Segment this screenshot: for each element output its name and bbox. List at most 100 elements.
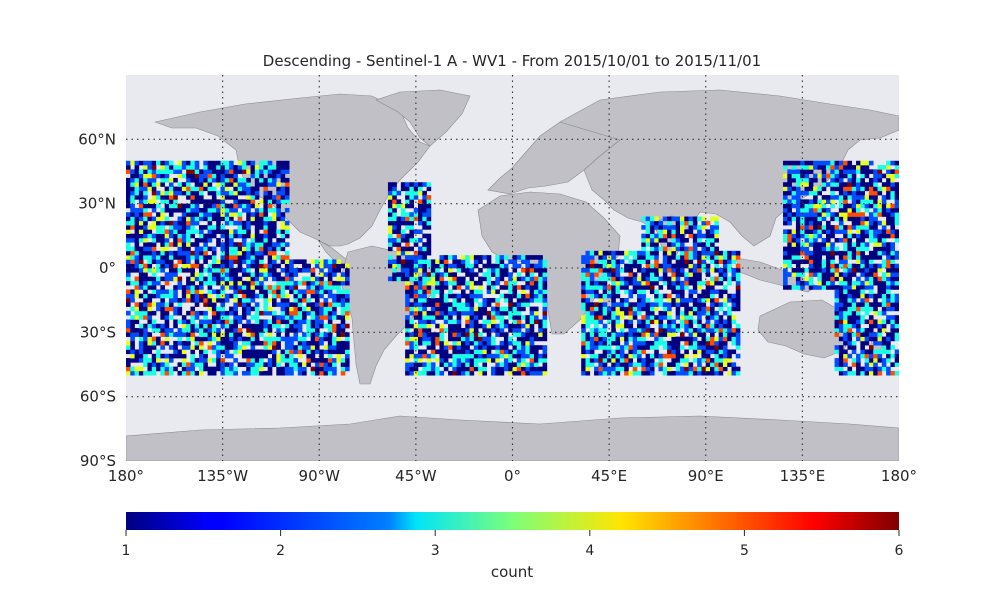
heatmap-cell: [533, 289, 539, 295]
heatmap-cell: [521, 336, 526, 342]
heatmap-cell: [830, 285, 835, 290]
heatmap-cell: [697, 366, 702, 372]
heatmap-cell: [538, 293, 543, 299]
heatmap-cell: [478, 323, 483, 329]
heatmap-cell: [731, 328, 737, 333]
heatmap-cell: [387, 182, 393, 187]
heatmap-cell: [619, 336, 625, 342]
heatmap-cell: [521, 323, 526, 329]
heatmap-cell: [289, 328, 294, 333]
heatmap-cell: [413, 298, 419, 303]
heatmap-cell: [697, 319, 702, 325]
heatmap-cell: [495, 349, 500, 355]
heatmap-cell: [156, 280, 161, 286]
heatmap-cell: [834, 332, 840, 337]
heatmap-cell: [679, 280, 685, 286]
heatmap-cell: [718, 289, 724, 295]
heatmap-cell: [851, 169, 857, 174]
heatmap-cell: [847, 332, 853, 337]
heatmap-cell: [821, 186, 827, 192]
heatmap-cell: [465, 332, 470, 337]
heatmap-cell: [877, 349, 883, 355]
heatmap-cell: [542, 315, 548, 320]
heatmap-cell: [868, 182, 874, 187]
heatmap-cell: [791, 165, 797, 170]
heatmap-cell: [735, 250, 741, 256]
heatmap-cell: [387, 237, 393, 243]
heatmap-cell: [881, 242, 887, 247]
heatmap-cell: [503, 366, 509, 372]
heatmap-cell: [246, 358, 251, 363]
heatmap-cell: [890, 190, 895, 196]
heatmap-cell: [890, 246, 895, 252]
heatmap-cell: [276, 207, 281, 213]
heatmap-cell: [284, 259, 290, 265]
heatmap-cell: [443, 310, 449, 316]
heatmap-cell: [873, 302, 878, 307]
heatmap-cell: [817, 173, 822, 179]
heatmap-cell: [211, 315, 217, 320]
heatmap-cell: [272, 362, 277, 367]
heatmap-cell: [409, 259, 415, 265]
heatmap-cell: [224, 332, 230, 337]
heatmap-cell: [667, 229, 672, 234]
heatmap-cell: [259, 173, 264, 179]
heatmap-cell: [164, 255, 170, 260]
heatmap-cell: [615, 263, 621, 269]
heatmap-cell: [177, 362, 183, 367]
heatmap-cell: [280, 199, 286, 204]
heatmap-cell: [190, 349, 196, 355]
heatmap-cell: [611, 306, 616, 312]
heatmap-cell: [851, 370, 857, 376]
heatmap-cell: [164, 173, 170, 179]
heatmap-cell: [207, 233, 213, 239]
heatmap-cell: [456, 336, 462, 342]
heatmap-cell: [800, 220, 805, 226]
heatmap-cell: [207, 190, 213, 196]
heatmap-cell: [473, 280, 479, 286]
heatmap-cell: [606, 345, 612, 350]
heatmap-cell: [456, 319, 462, 325]
heatmap-cell: [186, 203, 191, 209]
heatmap-cell: [289, 349, 294, 355]
heatmap-cell: [130, 177, 135, 183]
heatmap-cell: [160, 298, 165, 303]
heatmap-cell: [714, 289, 719, 295]
heatmap-cell: [272, 336, 277, 342]
heatmap-cell: [345, 310, 350, 316]
heatmap-cell: [267, 285, 273, 290]
heatmap-cell: [649, 216, 655, 222]
heatmap-cell: [611, 263, 616, 269]
heatmap-cell: [203, 293, 208, 299]
heatmap-cell: [491, 353, 496, 359]
heatmap-cell: [486, 285, 492, 290]
heatmap-cell: [284, 362, 290, 367]
heatmap-cell: [229, 285, 234, 290]
heatmap-cell: [624, 345, 629, 350]
heatmap-cell: [838, 366, 844, 372]
heatmap-cell: [443, 349, 449, 355]
heatmap-cell: [418, 259, 423, 265]
heatmap-cell: [284, 370, 290, 376]
heatmap-cell: [430, 263, 436, 269]
heatmap-cell: [834, 246, 840, 252]
heatmap-cell: [508, 302, 513, 307]
heatmap-cell: [864, 272, 870, 277]
heatmap-cell: [405, 340, 410, 346]
heatmap-cell: [894, 353, 899, 359]
heatmap-cell: [220, 259, 226, 265]
heatmap-cell: [881, 186, 887, 192]
heatmap-cell: [525, 268, 530, 273]
heatmap-cell: [834, 186, 840, 192]
heatmap-cell: [873, 225, 878, 230]
heatmap-cell: [868, 233, 874, 239]
heatmap-cell: [314, 302, 320, 307]
heatmap-cell: [310, 353, 316, 359]
heatmap-cell: [864, 199, 870, 204]
heatmap-cell: [229, 306, 234, 312]
heatmap-cell: [714, 298, 719, 303]
heatmap-cell: [284, 220, 290, 226]
heatmap-cell: [345, 298, 350, 303]
heatmap-cell: [173, 203, 178, 209]
heatmap-cell: [619, 259, 625, 265]
